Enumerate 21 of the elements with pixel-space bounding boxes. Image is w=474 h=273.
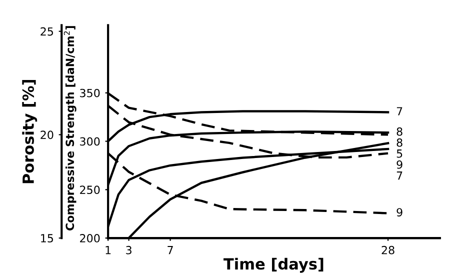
series-label: 8 xyxy=(396,127,402,136)
y2-tick-label: 20 xyxy=(40,130,54,140)
y2-tick-label: 15 xyxy=(41,234,54,242)
series-label: 8 xyxy=(396,138,402,147)
series-label: 7 xyxy=(396,172,402,180)
x-tick-label: 1 xyxy=(106,246,111,254)
x-tick-label: 3 xyxy=(126,246,132,254)
x-tick-label: 28 xyxy=(382,246,394,254)
series-label: 9 xyxy=(396,208,402,216)
y-axis-title: Compressive Strength [daN/cm$^{2}$] xyxy=(64,26,76,230)
y2-tick-label: 25 xyxy=(40,27,54,36)
series-label: 9 xyxy=(396,160,402,169)
series-label: 7 xyxy=(396,107,402,116)
y-tick-label: 300 xyxy=(80,137,100,146)
y-tick-label: 200 xyxy=(80,234,100,242)
y2-axis-title: Porosity [%] xyxy=(22,80,38,184)
y-tick-label: 250 xyxy=(80,186,100,194)
y-tick-label: 350 xyxy=(80,88,100,98)
series-label: 5 xyxy=(396,150,402,158)
x-tick-label: 7 xyxy=(168,246,173,254)
x-axis-title: Time [days] xyxy=(224,258,324,273)
